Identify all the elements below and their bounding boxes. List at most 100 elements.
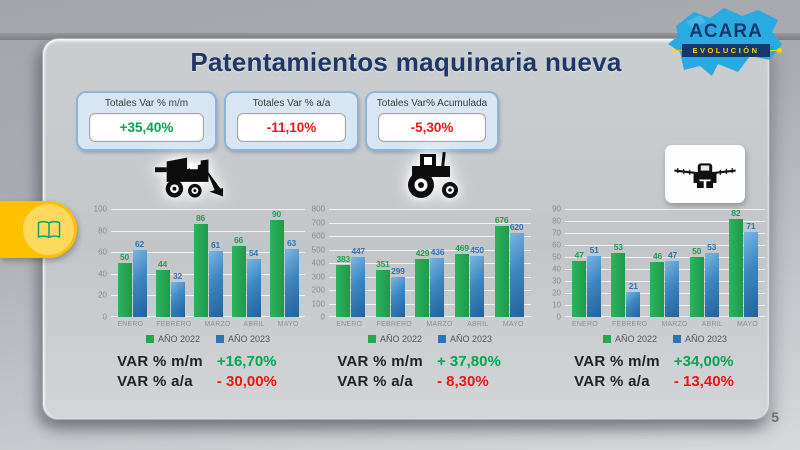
sprayer-icon [674, 163, 736, 189]
bar-value-label: 54 [248, 247, 259, 258]
bar [455, 253, 470, 317]
bar [208, 251, 223, 317]
kpi-title: Totales Var% Acumulada [376, 98, 488, 109]
bar [689, 257, 704, 317]
legend-item: AÑO 2023 [673, 334, 727, 344]
bar-group: 46 47 [650, 249, 680, 317]
bar-value-label: 447 [351, 245, 366, 256]
bar [626, 291, 641, 317]
bar-value-label: 63 [286, 238, 297, 248]
bar-value-label: 50 [692, 246, 702, 256]
var-summary: VAR % m/m +16,70% VAR % a/a - 30,00% [89, 353, 305, 390]
bar-column: 71 [743, 221, 758, 317]
bar-value-label: 47 [667, 249, 677, 260]
bar [704, 253, 719, 317]
bar-column: 383 [336, 254, 351, 317]
bar-group: 53 21 [611, 242, 641, 317]
legend: AÑO 2022 AÑO 2023 [307, 334, 531, 344]
legend-swatch [367, 335, 376, 343]
gridline [329, 303, 531, 305]
gridline [329, 249, 531, 251]
gridline [329, 222, 531, 224]
bar [193, 224, 208, 317]
bar-column: 54 [246, 247, 261, 317]
bar-value-label: 47 [574, 249, 584, 260]
legend-item: AÑO 2022 [367, 334, 422, 344]
gridline [565, 233, 765, 234]
logo-brush-shape [668, 8, 782, 76]
bar-column: 66 [231, 234, 246, 317]
bar [611, 253, 626, 317]
x-axis-labels: ENERO FEBRERO MARZO ABRIL MAYO [307, 321, 531, 328]
bar-value-label: 351 [376, 258, 390, 269]
gridline [111, 295, 305, 297]
bar [650, 261, 665, 317]
y-tick-label: 90 [552, 204, 561, 214]
legend-item: AÑO 2023 [438, 334, 492, 344]
gridline [329, 290, 531, 291]
bar [132, 250, 147, 317]
bar-column: 32 [170, 271, 185, 317]
gridline [565, 221, 765, 222]
y-tick-label: 100 [311, 299, 325, 308]
combine-harvester-icon [155, 157, 224, 198]
bar-value-label: 66 [233, 234, 244, 245]
y-tick-label: 700 [311, 218, 325, 227]
y-tick-label: 40 [98, 269, 107, 279]
bar-value-label: 53 [707, 242, 717, 253]
gridline [329, 276, 531, 278]
bar [415, 259, 430, 317]
y-tick-label: 100 [93, 204, 107, 214]
var-value: - 30,00% [216, 373, 277, 390]
bar [269, 219, 284, 317]
kpi-value: -11,10% [237, 113, 346, 142]
gridline [111, 273, 305, 275]
y-tick-label: 600 [311, 231, 325, 241]
bar [246, 258, 261, 317]
bar [509, 233, 524, 317]
bar-column: 21 [626, 281, 641, 317]
bar-group: 429 436 [415, 247, 445, 317]
plot-area: 50 62 44 32 86 61 66 54 90 63 [111, 209, 305, 317]
gridline [565, 293, 765, 294]
y-tick-label: 10 [552, 300, 561, 310]
gridline [111, 252, 305, 254]
legend-label: AÑO 2023 [450, 334, 493, 344]
gridline [329, 263, 531, 264]
bar-group: 469 450 [455, 243, 485, 317]
bar-column: 469 [455, 243, 470, 317]
bar [390, 276, 405, 317]
chart-sprayer: 90 80 70 60 50 40 30 20 10 0 47 51 53 21 46 47 50 53 82 71 E… [543, 205, 765, 390]
y-tick-label: 400 [311, 258, 325, 268]
bar-value-label: 676 [494, 214, 509, 225]
var-summary: VAR % m/m +34,00% VAR % a/a - 13,40% [543, 353, 765, 390]
sprayer-icon-box [665, 145, 745, 203]
bar-value-label: 620 [509, 222, 524, 233]
y-axis: 90 80 70 60 50 40 30 20 10 0 [543, 205, 565, 322]
bar-column: 53 [611, 242, 626, 317]
x-tick-label: MARZO [204, 321, 231, 328]
kpi-title: Totales Var % a/a [252, 98, 331, 109]
bar-column: 620 [509, 222, 524, 317]
y-tick-label: 30 [552, 276, 561, 286]
bar-group: 351 299 [375, 258, 405, 317]
bar-value-label: 32 [172, 271, 183, 282]
bar-group: 383 447 [336, 245, 366, 317]
var-value: +34,00% [673, 353, 734, 370]
kpi-box-var-aa: Totales Var % a/a -11,10% [224, 91, 359, 151]
bar-value-label: 50 [119, 252, 130, 262]
bar-groups: 47 51 53 21 46 47 50 53 82 71 [565, 208, 765, 317]
x-tick-label: ENERO [336, 321, 363, 328]
bar-column: 429 [415, 248, 430, 317]
x-tick-label: MAYO [737, 321, 758, 328]
logo-wordmark: ACARA [689, 21, 763, 42]
bar-group: 44 32 [155, 259, 185, 317]
bar-value-label: 61 [210, 240, 221, 251]
x-tick-label: ENERO [572, 321, 598, 328]
var-label: VAR % a/a [117, 373, 193, 390]
gridline [565, 305, 765, 306]
x-tick-label: FEBRERO [612, 321, 648, 328]
var-value: +16,70% [216, 353, 277, 370]
acara-logo: ACARA EVOLUCIÓN [666, 2, 786, 84]
bar-groups: 50 62 44 32 86 61 66 54 90 63 [111, 209, 305, 317]
